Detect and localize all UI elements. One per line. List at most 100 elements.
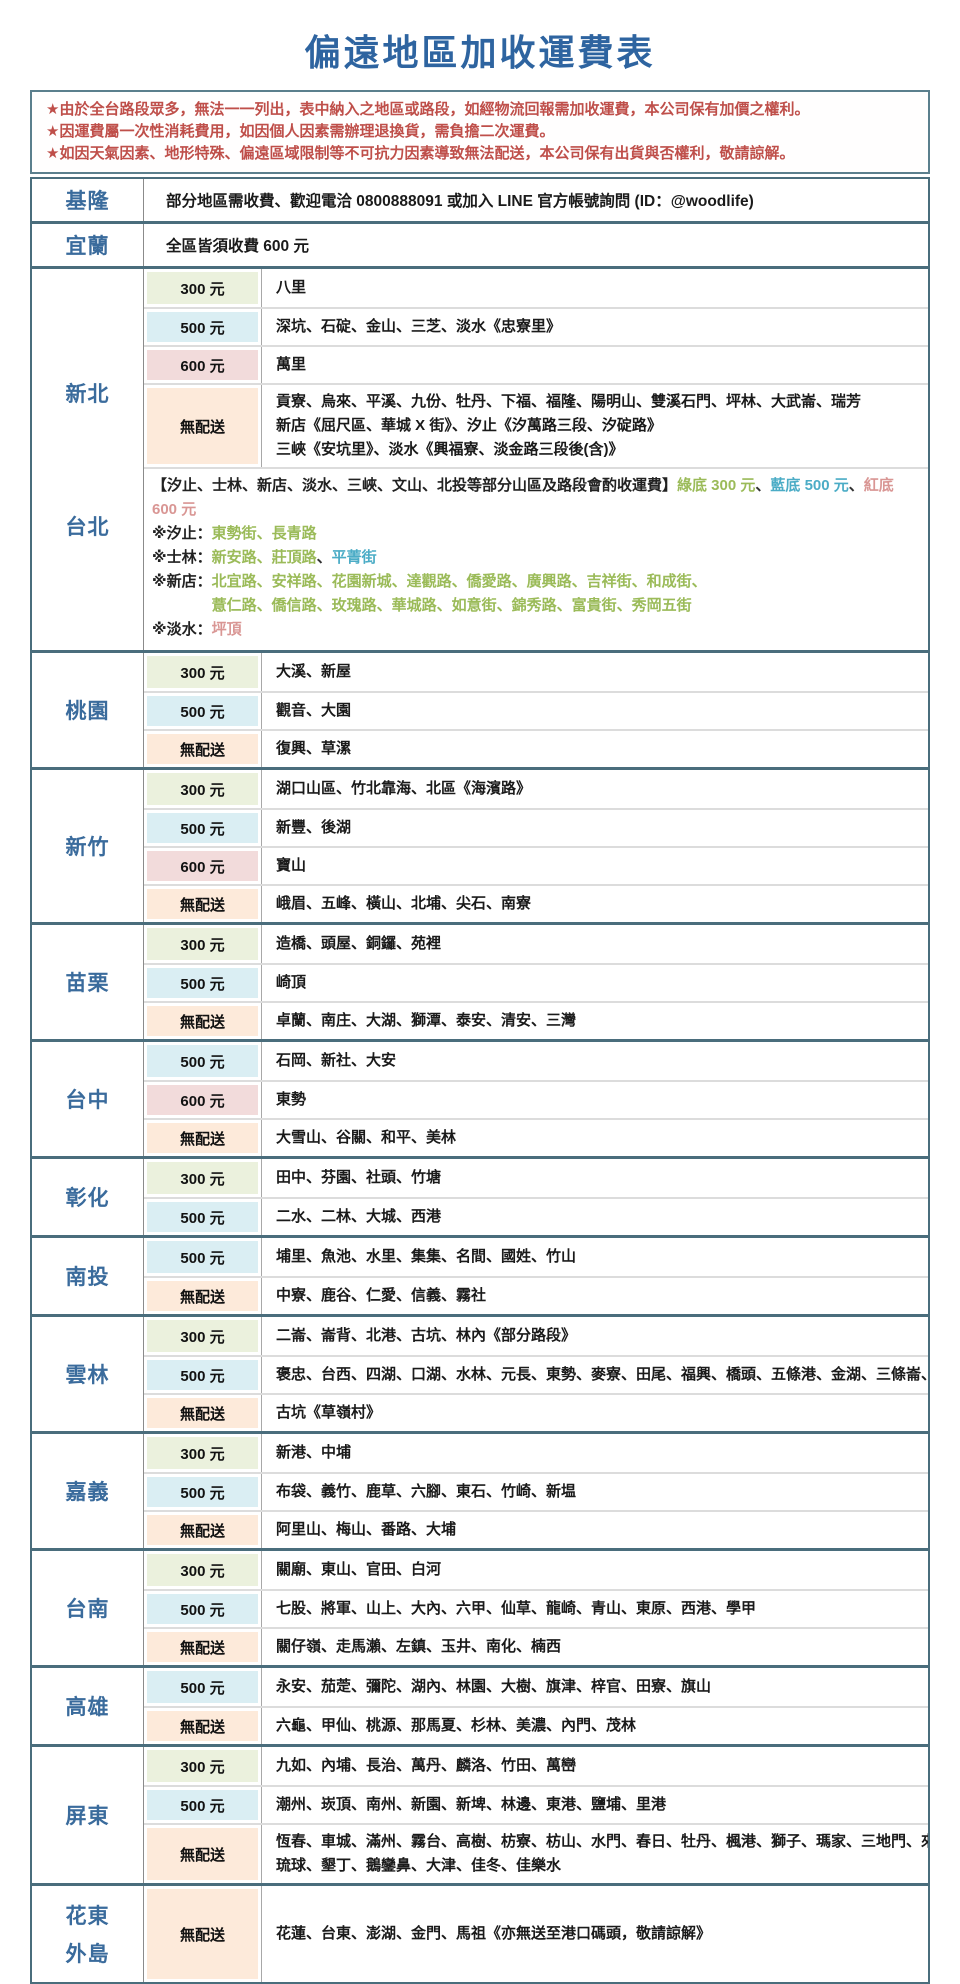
region-label-line: 雲林 [65, 1364, 110, 1387]
fee-row: 500 元 永安、茄萣、彌陀、湖內、林園、大樹、旗津、梓官、田寮、旗山 [144, 1668, 928, 1706]
region-group: 南投 500 元 埔里、魚池、水里、集集、名間、國姓、竹山 無配送 中寮、鹿谷、仁愛、信… [32, 1235, 928, 1314]
area-cell: 古坑《草嶺村》 [262, 1395, 928, 1431]
fee-row: 300 元 九如、內埔、長治、萬丹、麟洛、竹田、萬巒 [144, 1747, 928, 1785]
fee-tier-label: 無配送 [147, 1889, 258, 1979]
info-row: 全區皆須收費 600 元 [144, 224, 928, 266]
fee-tier-label: 無配送 [147, 1398, 258, 1428]
area-line: 新豐、後湖 [276, 819, 352, 836]
area-cell: 峨眉、五峰、橫山、北埔、尖石、南寮 [262, 886, 928, 922]
fee-tier-label: 300 元 [147, 1320, 258, 1352]
region-label-line: 桃園 [65, 700, 110, 723]
fee-tier-label: 500 元 [147, 696, 258, 726]
fee-row: 300 元 八里 [144, 269, 928, 307]
fee-row: 500 元 崎頂 [144, 963, 928, 1001]
fee-tier-cell: 300 元 [144, 1159, 262, 1197]
area-line: 復興、草漯 [276, 740, 352, 757]
fee-tier-cell: 300 元 [144, 1434, 262, 1472]
note-content: 北宜路、安祥路、花園新城、達觀路、僑愛路、廣興路、吉祥街、和成街、 薏仁路、僑信路… [212, 570, 920, 618]
fee-tier-cell: 500 元 [144, 1238, 262, 1276]
notice-box: ★由於全台路段眾多，無法一一列出，表中納入之地區或路段，如經物流回報需加收運費，… [30, 90, 930, 174]
note-content: 坪頂 [212, 618, 920, 642]
region-group: 花東 外島 無配送 花蓮、台東、澎湖、金門、馬祖《亦無送至港口碼頭，敬請諒解》 [32, 1883, 928, 1982]
area-line: 湖口山區、竹北靠海、北區《海濱路》 [276, 780, 532, 797]
region-group: 屏東 300 元 九如、內埔、長治、萬丹、麟洛、竹田、萬巒 500 元 潮州、崁頂、南州… [32, 1744, 928, 1883]
shipping-fee-table: 基隆 部分地區需收費、歡迎電洽 0800888091 或加入 LINE 官方帳號詢… [30, 177, 930, 1984]
fee-tier-label: 500 元 [147, 813, 258, 843]
legend-item: 綠底 300 元 [677, 477, 756, 494]
area-line: 布袋、義竹、鹿草、六腳、東石、竹崎、新塭 [276, 1483, 577, 1500]
area-cell: 新港、中埔 [262, 1434, 928, 1472]
fee-tier-cell: 無配送 [144, 1512, 262, 1548]
fee-tier-cell: 無配送 [144, 1120, 262, 1156]
region-label-line: 新北 [65, 383, 110, 406]
fee-tier-cell: 500 元 [144, 693, 262, 729]
fee-tier-label: 無配送 [147, 388, 258, 464]
region-label-line: 苗栗 [65, 972, 110, 995]
fee-tier-cell: 500 元 [144, 1474, 262, 1510]
note-prefix: ※汐止： [152, 525, 212, 542]
fee-row: 300 元 大溪、新屋 [144, 653, 928, 691]
area-cell: 阿里山、梅山、番路、大埔 [262, 1512, 928, 1548]
area-line: 二水、二林、大城、西港 [276, 1208, 442, 1225]
note-segment: 平菁街 [331, 549, 377, 566]
area-cell: 觀音、大園 [262, 693, 928, 729]
fee-tier-cell: 300 元 [144, 1317, 262, 1355]
area-line: 峨眉、五峰、橫山、北埔、尖石、南寮 [276, 895, 532, 912]
area-cell: 石岡、新社、大安 [262, 1042, 928, 1080]
area-line: 石岡、新社、大安 [276, 1052, 397, 1069]
fee-tier-cell: 300 元 [144, 653, 262, 691]
fee-tier-cell: 300 元 [144, 269, 262, 307]
fee-tier-label: 300 元 [147, 773, 258, 805]
region-label: 新北 台北 [32, 269, 144, 650]
area-cell: 新豐、後湖 [262, 810, 928, 846]
note-segment: 、 [316, 549, 332, 566]
fee-row: 無配送 阿里山、梅山、番路、大埔 [144, 1510, 928, 1548]
area-line: 卓蘭、南庄、大湖、獅潭、泰安、清安、三灣 [276, 1012, 577, 1029]
fee-tier-cell: 500 元 [144, 1042, 262, 1080]
info-row: 部分地區需收費、歡迎電洽 0800888091 或加入 LINE 官方帳號詢問 … [144, 179, 928, 221]
area-line: 東勢 [276, 1091, 307, 1108]
region-label-line: 嘉義 [65, 1481, 110, 1504]
fee-tier-cell: 500 元 [144, 1591, 262, 1627]
region-group: 新竹 300 元 湖口山區、竹北靠海、北區《海濱路》 500 元 新豐、後湖 600 元 寶… [32, 767, 928, 922]
fee-tier-label: 無配送 [147, 734, 258, 764]
area-cell: 九如、內埔、長治、萬丹、麟洛、竹田、萬巒 [262, 1747, 928, 1785]
area-line: 二崙、崙背、北港、古坑、林內《部分路段》 [276, 1327, 577, 1344]
region-group: 彰化 300 元 田中、芬園、社頭、竹塘 500 元 二水、二林、大城、西港 [32, 1156, 928, 1235]
fee-tier-cell: 500 元 [144, 1357, 262, 1393]
area-line: 新店《屈尺區、華城 X 街》、汐止《汐萬路三段、汐碇路》 [276, 417, 662, 434]
page-title: 偏遠地區加收運費表 [304, 32, 656, 73]
legend-item: 藍底 500 元 [770, 477, 849, 494]
fee-row: 600 元 寶山 [144, 846, 928, 884]
region-label-line: 彰化 [65, 1187, 110, 1210]
legend-separator: 、 [755, 477, 771, 494]
fee-tier-cell: 300 元 [144, 770, 262, 808]
fee-tier-label: 500 元 [147, 1594, 258, 1624]
fee-tier-label: 無配送 [147, 1828, 258, 1880]
note-header-text: 【汐止、士林、新店、淡水、三峽、文山、北投等部分山區及路段會酌收運費】 [152, 477, 678, 494]
region-group: 台中 500 元 石岡、新社、大安 600 元 東勢 無配送 大雪山、谷關、和平、美林 [32, 1039, 928, 1156]
region-label: 基隆 [32, 179, 144, 221]
fee-tier-label: 300 元 [147, 1554, 258, 1586]
area-cell: 褒忠、台西、四湖、口湖、水林、元長、東勢、麥寮、田尾、福興、橋頭、五條港、金湖、… [262, 1357, 928, 1393]
mountain-note: 【汐止、士林、新店、淡水、三峽、文山、北投等部分山區及路段會酌收運費】綠底 30… [144, 469, 928, 650]
fee-row: 500 元 潮州、崁頂、南州、新園、新埤、林邊、東港、鹽埔、里港 [144, 1785, 928, 1823]
region-label-line: 花東 [65, 1905, 110, 1928]
fee-row: 500 元 布袋、義竹、鹿草、六腳、東石、竹崎、新塭 [144, 1472, 928, 1510]
fee-tier-label: 600 元 [147, 851, 258, 881]
fee-tier-cell: 600 元 [144, 347, 262, 383]
area-line: 花蓮、台東、澎湖、金門、馬祖《亦無送至港口碼頭，敬請諒解》 [276, 1925, 712, 1942]
fee-row: 無配送 貢寮、烏來、平溪、九份、牡丹、下福、福隆、陽明山、雙溪石門、坪林、大武崙、… [144, 383, 928, 467]
region-label: 新竹 [32, 770, 144, 922]
fee-row: 無配送 大雪山、谷關、和平、美林 [144, 1118, 928, 1156]
region-label-line: 基隆 [65, 190, 110, 213]
fee-tier-label: 500 元 [147, 1202, 258, 1232]
fee-row: 500 元 七股、將軍、山上、大內、六甲、仙草、龍崎、青山、東原、西港、學甲 [144, 1589, 928, 1627]
fee-tier-label: 無配送 [147, 1711, 258, 1741]
fee-tier-label: 600 元 [147, 1085, 258, 1115]
area-cell: 卓蘭、南庄、大湖、獅潭、泰安、清安、三灣 [262, 1003, 928, 1039]
region-label: 台南 [32, 1551, 144, 1665]
fee-tier-cell: 500 元 [144, 1668, 262, 1706]
area-line: 恆春、車城、滿州、霧台、高樹、枋寮、枋山、水門、春日、牡丹、楓港、獅子、瑪家、三… [276, 1833, 928, 1850]
fee-row: 無配送 峨眉、五峰、橫山、北埔、尖石、南寮 [144, 884, 928, 922]
